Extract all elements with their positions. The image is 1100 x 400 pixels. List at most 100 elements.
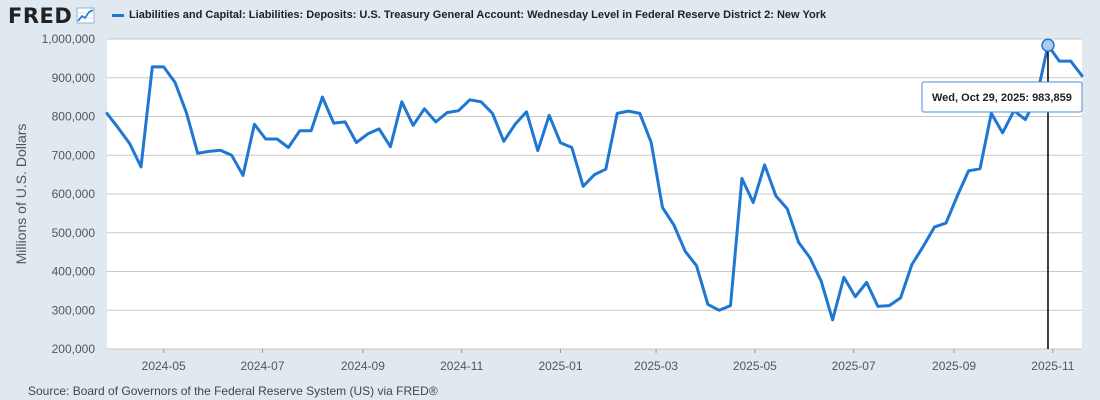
data-point — [616, 112, 618, 115]
data-point — [253, 123, 256, 126]
data-point — [219, 149, 222, 151]
data-point — [922, 245, 925, 248]
x-tick-label: 2025-07 — [832, 359, 876, 373]
data-point — [650, 141, 652, 144]
data-point — [537, 149, 539, 152]
legend-series-label: Liabilities and Capital: Liabilities: De… — [129, 9, 827, 21]
data-point — [741, 177, 743, 180]
data-point — [899, 297, 902, 299]
data-point — [548, 114, 550, 117]
data-point — [106, 112, 108, 115]
data-points — [106, 44, 1083, 321]
data-point — [1001, 132, 1004, 134]
header: FRED — [8, 2, 96, 30]
x-tick-label: 2025-05 — [733, 359, 777, 373]
data-point — [264, 138, 267, 140]
x-tick-label: 2024-09 — [341, 359, 385, 373]
x-axis-ticks: 2024-05 2024-07 2024-09 2024-11 2025-01 2025-… — [142, 349, 1075, 373]
x-tick-label: 2025-03 — [634, 359, 678, 373]
chart-legend: Liabilities and Capital: Liabilities: De… — [112, 9, 826, 21]
y-axis-ticks: 200,000 300,000 400,000 500,000 600,000 700,0… — [42, 32, 96, 356]
data-point — [1024, 118, 1027, 121]
x-tick-label: 2025-11 — [1031, 359, 1074, 373]
y-tick-label: 700,000 — [52, 148, 96, 162]
data-point — [945, 222, 947, 224]
data-point — [707, 303, 709, 306]
data-point — [503, 140, 505, 143]
hover-marker[interactable] — [1041, 38, 1055, 53]
x-tick-label: 2025-01 — [538, 359, 582, 373]
data-point — [208, 150, 210, 153]
data-point — [140, 166, 142, 168]
y-tick-label: 200,000 — [52, 342, 96, 356]
data-point — [367, 133, 369, 135]
data-point — [196, 152, 199, 155]
data-point — [911, 263, 913, 266]
data-point — [446, 111, 448, 114]
data-point — [571, 146, 573, 149]
data-point — [174, 81, 176, 84]
data-point — [128, 142, 131, 145]
data-point — [831, 319, 834, 321]
data-point — [775, 195, 777, 197]
tooltip: Wed, Oct 29, 2025: 983,859 — [921, 81, 1083, 113]
data-point — [287, 146, 290, 149]
data-point — [797, 241, 800, 244]
source-note: Source: Board of Governors of the Federa… — [28, 384, 438, 398]
data-point — [151, 66, 154, 68]
data-point — [865, 281, 868, 284]
x-tick-label: 2024-05 — [142, 359, 186, 373]
data-point — [423, 108, 426, 110]
grid-lines — [107, 38, 1082, 350]
data-point — [298, 130, 301, 132]
data-point — [854, 295, 857, 298]
y-tick-label: 800,000 — [52, 110, 96, 124]
tooltip-box — [921, 81, 1083, 113]
data-point — [752, 201, 754, 204]
data-point — [843, 276, 845, 279]
data-point — [162, 66, 165, 68]
data-point — [673, 224, 675, 226]
y-tick-label: 1,000,000 — [42, 32, 96, 46]
data-point — [1069, 60, 1072, 62]
data-point — [877, 305, 879, 308]
data-point — [729, 304, 732, 307]
data-point — [1081, 75, 1083, 77]
data-point — [344, 121, 346, 123]
data-point — [967, 170, 970, 172]
data-point — [979, 168, 981, 170]
data-point — [332, 122, 335, 124]
data-point — [412, 124, 414, 127]
data-point — [310, 130, 312, 132]
data-point — [117, 127, 120, 129]
data-point — [684, 250, 686, 253]
legend-swatch — [112, 13, 124, 17]
y-axis-label: Millions of U.S. Dollars — [13, 124, 29, 265]
fred-logo[interactable]: FRED — [8, 4, 96, 28]
data-point — [480, 101, 482, 103]
data-point — [627, 110, 630, 112]
tooltip-text: Wed, Oct 29, 2025: 983,859 — [932, 92, 1072, 104]
data-point — [491, 112, 494, 115]
data-point — [695, 264, 698, 267]
data-point — [956, 195, 959, 197]
y-tick-label: 300,000 — [52, 303, 96, 317]
y-tick-label: 900,000 — [52, 71, 96, 85]
x-tick-label: 2025-09 — [932, 359, 976, 373]
data-point — [718, 309, 720, 312]
data-point — [525, 111, 528, 113]
fred-logo-text: FRED — [8, 4, 73, 28]
data-point — [457, 109, 460, 112]
data-point — [809, 256, 811, 259]
data-point — [389, 145, 392, 148]
data-point — [276, 138, 278, 140]
data-point — [582, 185, 584, 188]
data-point — [593, 173, 596, 176]
data-point — [435, 121, 437, 123]
y-tick-label: 400,000 — [52, 265, 96, 279]
data-point — [933, 226, 936, 228]
x-tick-label: 2024-11 — [440, 359, 483, 373]
data-point — [820, 280, 822, 283]
data-point — [888, 304, 891, 307]
